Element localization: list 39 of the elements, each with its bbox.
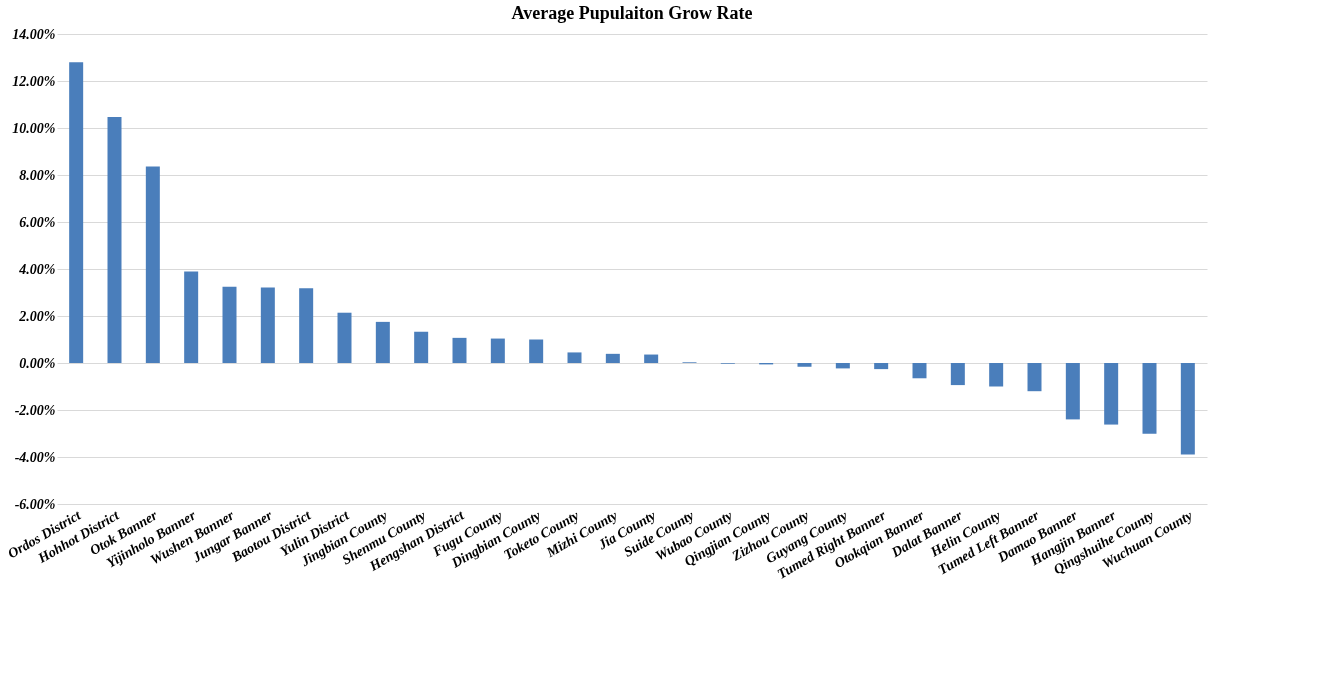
bar: [184, 271, 199, 363]
bar: [222, 286, 237, 363]
y-tick-label: 8.00%: [19, 167, 56, 183]
bar: [950, 363, 965, 386]
chart-title: Average Pupulaiton Grow Rate: [511, 3, 753, 23]
bar: [797, 363, 812, 367]
bar: [69, 62, 84, 363]
bar: [260, 287, 275, 363]
y-tick-label: -6.00%: [14, 496, 56, 512]
y-tick-label: 12.00%: [12, 73, 56, 89]
y-tick-label: 0.00%: [19, 355, 56, 371]
bar: [337, 312, 352, 363]
bar: [1027, 363, 1042, 392]
bar: [835, 363, 850, 369]
bar: [1104, 363, 1119, 425]
bar: [989, 363, 1004, 387]
y-tick-label: -2.00%: [14, 402, 56, 418]
bar: [567, 352, 582, 363]
y-tick-label: 6.00%: [19, 214, 56, 230]
bar: [874, 363, 889, 370]
y-tick-label: 4.00%: [18, 261, 56, 277]
bar: [299, 288, 314, 363]
y-tick-label: 2.00%: [18, 308, 56, 324]
y-tick-label: 14.00%: [12, 26, 56, 42]
bar: [644, 354, 659, 363]
bar: [1065, 363, 1080, 420]
bar: [145, 166, 160, 363]
bar: [375, 321, 390, 363]
bar: [107, 116, 122, 363]
y-tick-label: 10.00%: [12, 120, 56, 136]
bar: [912, 363, 927, 379]
bar: [529, 339, 544, 363]
bar: [1180, 363, 1195, 455]
bar: [605, 353, 620, 363]
bar: [1142, 363, 1157, 434]
bar: [452, 337, 467, 363]
bar: [414, 331, 429, 363]
y-tick-label: -4.00%: [14, 449, 56, 465]
bar: [490, 338, 505, 363]
